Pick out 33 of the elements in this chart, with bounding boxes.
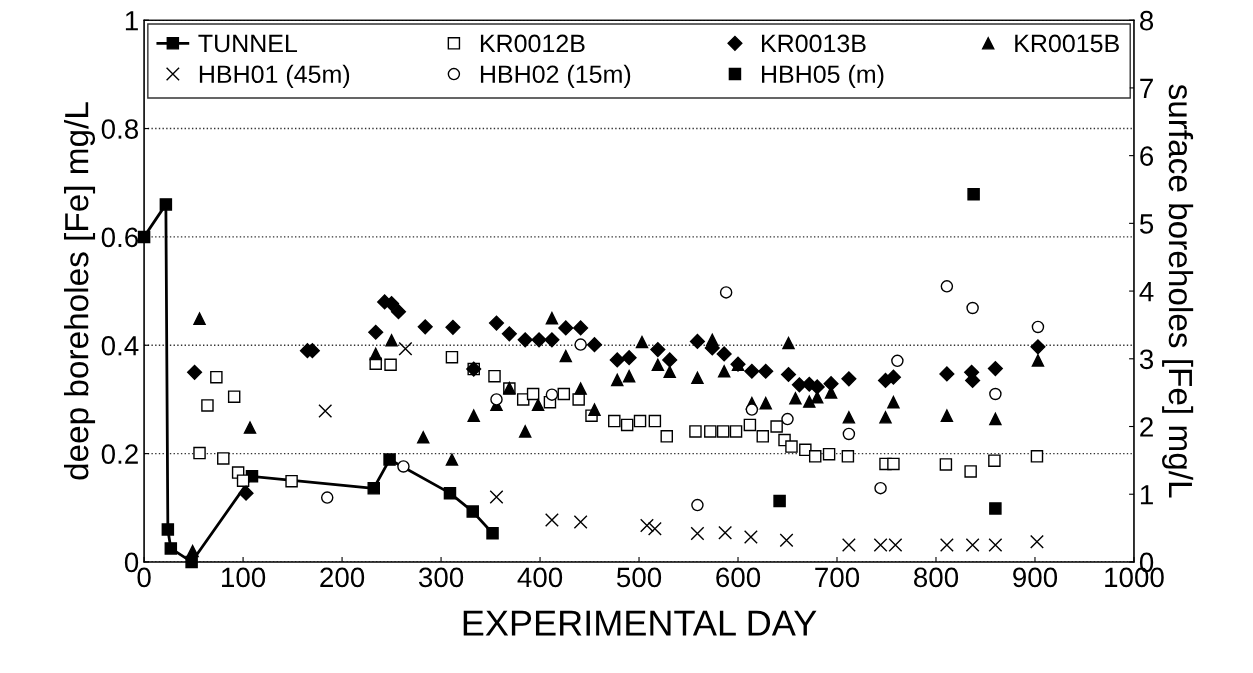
x-tick-label: 900	[1013, 567, 1058, 588]
x-tick-label: 600	[716, 567, 761, 588]
y-axis-title: deep boreholes [Fe] mg/L	[63, 102, 96, 480]
legend-label: KR0012B	[480, 34, 585, 53]
x-tick-label: 100	[222, 567, 266, 588]
legend-label: HBH02 (15m)	[480, 64, 631, 89]
y2-tick-label: 2	[1140, 417, 1153, 437]
legend-label: KR0015B	[1015, 34, 1119, 53]
y2-tick-label: 1	[1140, 485, 1153, 505]
y-tick-label: 1	[125, 11, 138, 31]
legend-label: HBH01 (45m)	[199, 64, 350, 89]
y2-axis-title: surface boreholes [Fe] mg/L	[1162, 84, 1194, 498]
y2-tick-label: 5	[1139, 214, 1154, 234]
legend-label: KR0013B	[762, 34, 866, 53]
x-tick-label: 300	[418, 567, 464, 588]
y-tick-label: 0	[124, 552, 139, 573]
y-tick-label: 0.4	[101, 335, 139, 356]
x-tick-label: 500	[616, 567, 662, 588]
y2-tick-label: 8	[1140, 10, 1154, 31]
legend-label: TUNNEL	[198, 34, 298, 53]
y-tick-label: 0.8	[101, 119, 139, 139]
y2-tick-label: 3	[1139, 349, 1154, 370]
x-axis-title: EXPERIMENTAL DAY	[463, 610, 817, 636]
y-tick-label: 0.2	[101, 444, 138, 464]
x-tick-label: 400	[517, 567, 563, 588]
x-tick-label: 200	[320, 567, 365, 588]
y2-tick-label: 6	[1140, 146, 1154, 166]
x-tick-label: 800	[914, 567, 959, 588]
legend-label: HBH05 (m)	[762, 64, 884, 89]
y2-tick-label: 4	[1139, 282, 1154, 302]
y2-tick-label: 7	[1140, 78, 1153, 98]
x-tick-label: 700	[815, 567, 860, 588]
y-tick-label: 0.6	[101, 227, 139, 248]
